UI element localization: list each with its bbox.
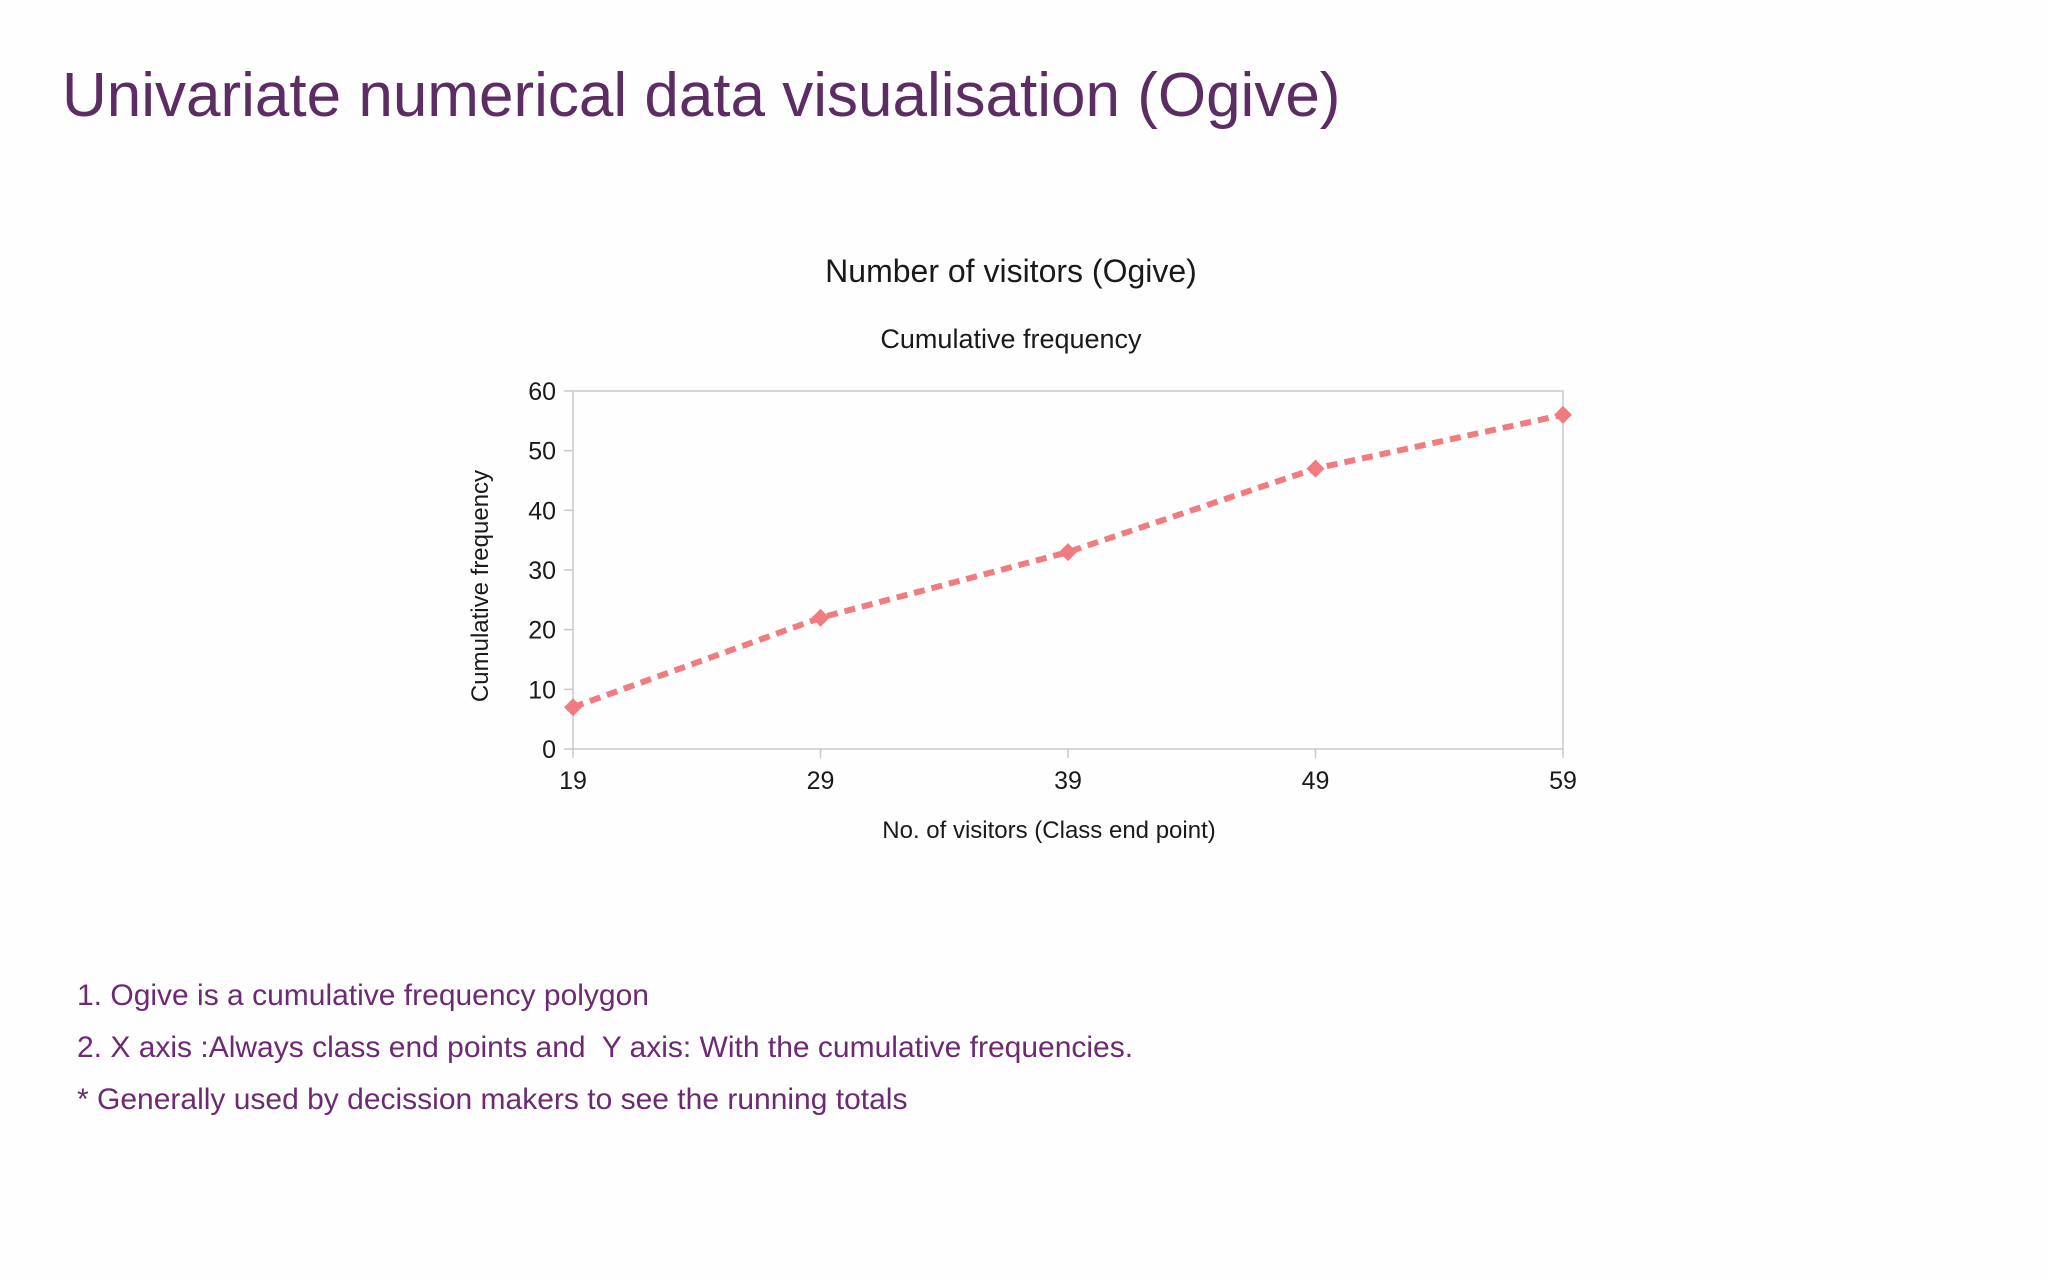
data-point: [1059, 543, 1077, 562]
note-item: * Generally used by decission makers to …: [77, 1083, 908, 1116]
y-tick-label: 60: [528, 378, 556, 406]
x-axis-label: No. of visitors (Class end point): [882, 817, 1215, 844]
y-tick-label: 20: [528, 617, 556, 645]
data-point: [564, 698, 582, 717]
note-item: 1. Ogive is a cumulative frequency polyg…: [77, 979, 649, 1012]
notes-list: 1. Ogive is a cumulative frequency polyg…: [77, 970, 1133, 1126]
note-item: 2. X axis :Always class end points and Y…: [77, 1031, 1134, 1064]
x-axis: 19 29 39 49 59: [559, 749, 1577, 795]
series-line: [571, 411, 1564, 711]
chart-title: Number of visitors (Ogive): [825, 253, 1197, 289]
y-axis: 0 10 20 30 40 50 60: [528, 378, 573, 764]
y-tick-label: 0: [542, 736, 556, 764]
x-tick-label: 49: [1302, 767, 1330, 795]
data-point: [811, 608, 830, 627]
data-point: [1306, 459, 1325, 478]
x-tick-label: 59: [1549, 767, 1577, 795]
y-tick-label: 10: [528, 676, 556, 704]
x-tick-label: 29: [807, 767, 835, 795]
y-tick-label: 40: [528, 497, 556, 525]
x-tick-label: 39: [1054, 767, 1082, 795]
y-tick-label: 50: [528, 438, 556, 466]
series-markers: [564, 405, 1572, 717]
slide-title: Univariate numerical data visualisation …: [62, 61, 1341, 130]
chart-subtitle: Cumulative frequency: [880, 324, 1142, 354]
y-axis-label: Cumulative frequency: [467, 470, 494, 702]
data-point: [1554, 405, 1572, 424]
y-tick-label: 30: [528, 557, 556, 585]
x-tick-label: 19: [559, 767, 587, 795]
